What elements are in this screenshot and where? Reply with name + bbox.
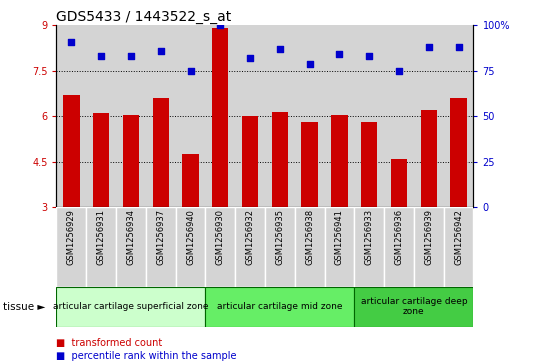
FancyBboxPatch shape (175, 207, 206, 287)
Text: ■  transformed count: ■ transformed count (56, 338, 162, 348)
Bar (212, 28, 229, 207)
Text: GSM1256935: GSM1256935 (275, 209, 285, 265)
Text: GSM1256929: GSM1256929 (67, 209, 76, 265)
Bar (63, 95, 80, 207)
Bar (361, 122, 377, 207)
Bar (295, 25, 324, 207)
Bar (116, 25, 146, 207)
FancyBboxPatch shape (235, 207, 265, 287)
Text: GSM1256930: GSM1256930 (216, 209, 225, 265)
Bar (331, 115, 348, 207)
Point (335, 52, 344, 57)
Bar (175, 25, 206, 207)
Bar (146, 25, 175, 207)
Text: GSM1256938: GSM1256938 (305, 209, 314, 265)
FancyBboxPatch shape (384, 207, 414, 287)
Bar (242, 116, 258, 207)
Text: GSM1256936: GSM1256936 (394, 209, 404, 265)
Text: GSM1256934: GSM1256934 (126, 209, 136, 265)
Text: articular cartilage mid zone: articular cartilage mid zone (217, 302, 343, 311)
Bar (56, 25, 86, 207)
Bar (86, 25, 116, 207)
Point (67, 39, 76, 45)
Bar (384, 25, 414, 207)
FancyBboxPatch shape (414, 207, 444, 287)
Bar (450, 98, 467, 207)
Bar (324, 25, 355, 207)
FancyBboxPatch shape (56, 207, 86, 287)
FancyBboxPatch shape (355, 207, 384, 287)
FancyBboxPatch shape (295, 207, 324, 287)
Text: GSM1256932: GSM1256932 (245, 209, 254, 265)
Bar (355, 25, 384, 207)
Text: GSM1256940: GSM1256940 (186, 209, 195, 265)
Point (97, 53, 105, 59)
FancyBboxPatch shape (116, 207, 146, 287)
Point (186, 68, 195, 74)
Point (454, 44, 463, 50)
Text: articular cartilage superficial zone: articular cartilage superficial zone (53, 302, 209, 311)
Point (365, 53, 373, 59)
Point (306, 61, 314, 66)
FancyBboxPatch shape (265, 207, 295, 287)
FancyBboxPatch shape (444, 207, 473, 287)
Text: GSM1256942: GSM1256942 (454, 209, 463, 265)
FancyBboxPatch shape (206, 207, 235, 287)
FancyBboxPatch shape (146, 207, 175, 287)
Text: GSM1256939: GSM1256939 (424, 209, 433, 265)
Text: GSM1256941: GSM1256941 (335, 209, 344, 265)
Bar (153, 98, 169, 207)
Text: articular cartilage deep
zone: articular cartilage deep zone (360, 297, 467, 317)
Point (126, 53, 135, 59)
Bar (206, 25, 235, 207)
Bar (391, 159, 407, 207)
FancyBboxPatch shape (324, 207, 355, 287)
Bar (272, 112, 288, 207)
FancyBboxPatch shape (86, 207, 116, 287)
Bar (421, 110, 437, 207)
Point (275, 46, 284, 52)
Point (216, 23, 224, 28)
Bar (235, 25, 265, 207)
Bar (123, 115, 139, 207)
Text: GDS5433 / 1443522_s_at: GDS5433 / 1443522_s_at (56, 11, 232, 24)
Text: ■  percentile rank within the sample: ■ percentile rank within the sample (56, 351, 237, 361)
Bar (444, 25, 473, 207)
Bar (265, 25, 295, 207)
Text: GSM1256933: GSM1256933 (365, 209, 374, 265)
Bar (301, 122, 318, 207)
FancyBboxPatch shape (206, 287, 355, 327)
Text: tissue ►: tissue ► (3, 302, 45, 312)
Bar (182, 154, 199, 207)
Bar (414, 25, 444, 207)
Bar (93, 113, 109, 207)
Text: GSM1256931: GSM1256931 (97, 209, 105, 265)
FancyBboxPatch shape (56, 287, 206, 327)
Point (157, 48, 165, 54)
Text: GSM1256937: GSM1256937 (156, 209, 165, 265)
FancyBboxPatch shape (355, 287, 473, 327)
Point (395, 68, 404, 74)
Point (424, 44, 433, 50)
Point (246, 55, 254, 61)
